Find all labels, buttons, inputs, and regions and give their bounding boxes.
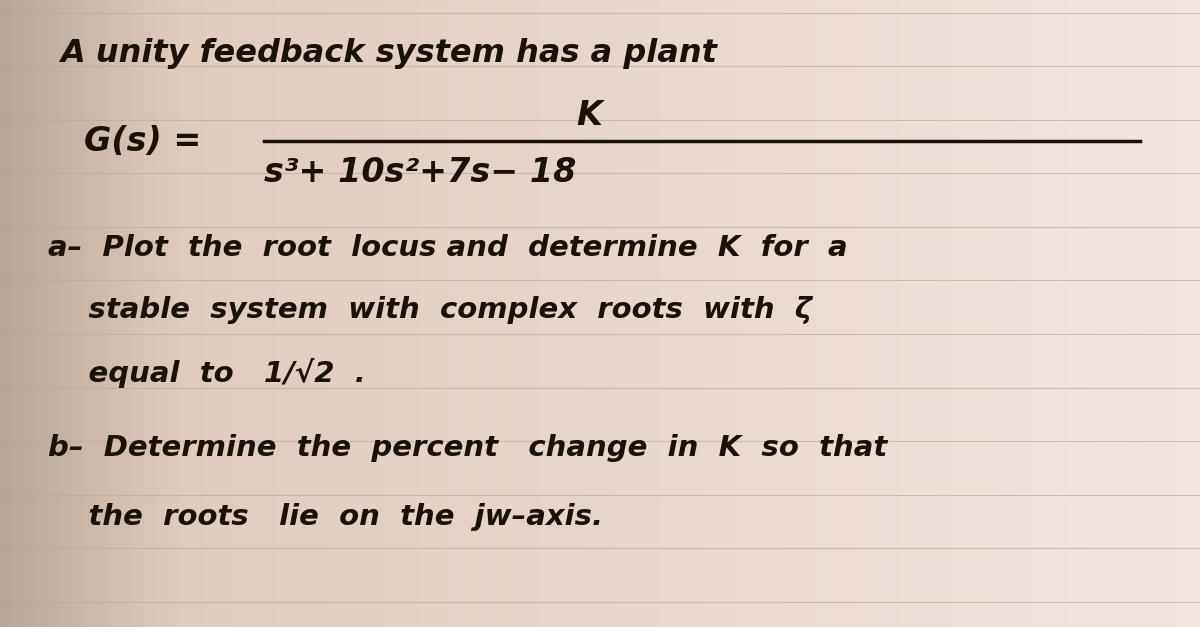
Text: b–  Determine  the  percent   change  in  K  so  that: b– Determine the percent change in K so … (48, 435, 887, 462)
Text: equal  to   1/√2  .: equal to 1/√2 . (48, 358, 366, 388)
Text: s³+ 10s²+7s− 18: s³+ 10s²+7s− 18 (264, 156, 576, 189)
Text: the  roots   lie  on  the  jw–axis.: the roots lie on the jw–axis. (48, 503, 604, 531)
Text: K: K (576, 100, 602, 132)
Text: A unity feedback system has a plant: A unity feedback system has a plant (60, 38, 716, 69)
Text: a–  Plot  the  root  locus and  determine  K  for  a: a– Plot the root locus and determine K f… (48, 234, 847, 261)
Text: G(s) =: G(s) = (84, 125, 202, 157)
Text: stable  system  with  complex  roots  with  ζ: stable system with complex roots with ζ (48, 297, 812, 324)
